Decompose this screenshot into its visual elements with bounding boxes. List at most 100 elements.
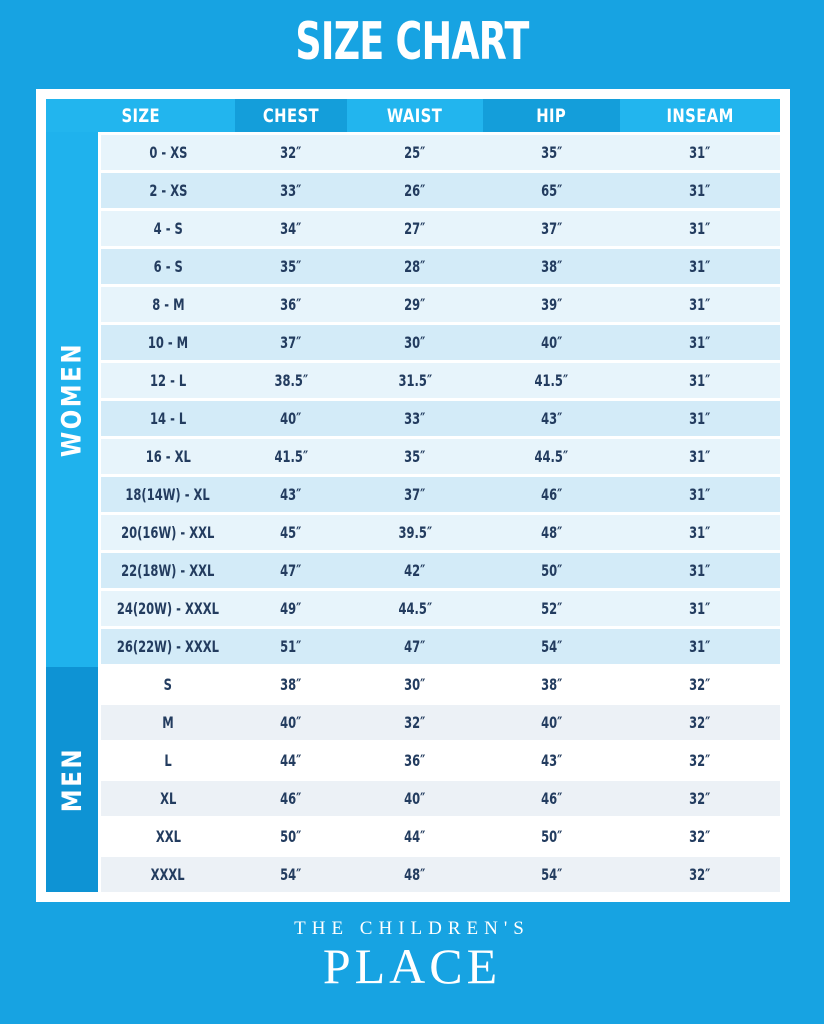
cell-hip: 50″ <box>483 561 620 580</box>
table-row: XXL 50″ 44″ 50″ 32″ <box>101 819 780 854</box>
brand-logo: THE CHILDREN'S PLACE <box>0 918 824 991</box>
table-row: 22(18W) - XXL 47″ 42″ 50″ 31″ <box>101 553 780 588</box>
cell-size: M <box>101 713 235 732</box>
chest-value: 35″ <box>280 257 302 276</box>
cell-chest: 49″ <box>235 599 347 618</box>
chest-value: 40″ <box>280 409 302 428</box>
cell-chest: 41.5″ <box>235 447 347 466</box>
chest-value: 49″ <box>280 599 302 618</box>
cell-hip: 50″ <box>483 827 620 846</box>
cell-chest: 36″ <box>235 295 347 314</box>
size-value: 0 - XS <box>148 143 188 162</box>
inseam-value: 31″ <box>689 599 711 618</box>
table-rows: 0 - XS 32″ 25″ 35″ 31″ 2 - XS 33″ 26″ <box>98 132 780 892</box>
section-band: WOMEN MEN <box>46 132 98 892</box>
cell-waist: 30″ <box>347 675 483 694</box>
hip-value: 40″ <box>540 333 563 352</box>
chest-value: 44″ <box>280 751 302 770</box>
chest-value: 38″ <box>280 675 302 694</box>
cell-size: 26(22W) - XXXL <box>101 637 235 656</box>
cell-chest: 35″ <box>235 257 347 276</box>
cell-size: S <box>101 675 235 694</box>
size-value: 26(22W) - XXXL <box>116 637 220 656</box>
header-label-hip: HIP <box>536 104 567 127</box>
cell-inseam: 31″ <box>620 371 780 390</box>
cell-hip: 37″ <box>483 219 620 238</box>
cell-waist: 37″ <box>347 485 483 504</box>
hip-value: 38″ <box>540 257 563 276</box>
chest-value: 47″ <box>280 561 302 580</box>
cell-waist: 26″ <box>347 181 483 200</box>
size-value: 24(20W) - XXXL <box>116 599 220 618</box>
chest-value: 51″ <box>280 637 302 656</box>
cell-chest: 45″ <box>235 523 347 542</box>
cell-hip: 46″ <box>483 789 620 808</box>
hip-value: 54″ <box>540 865 563 884</box>
chest-value: 43″ <box>280 485 302 504</box>
table-row: L 44″ 36″ 43″ 32″ <box>101 743 780 778</box>
cell-chest: 50″ <box>235 827 347 846</box>
size-value: 2 - XS <box>148 181 188 200</box>
waist-value: 44.5″ <box>398 599 432 618</box>
cell-chest: 34″ <box>235 219 347 238</box>
cell-hip: 38″ <box>483 675 620 694</box>
waist-value: 25″ <box>404 143 426 162</box>
size-value: 14 - L <box>149 409 187 428</box>
chest-value: 36″ <box>280 295 302 314</box>
cell-inseam: 31″ <box>620 295 780 314</box>
cell-hip: 39″ <box>483 295 620 314</box>
waist-value: 36″ <box>404 751 426 770</box>
cell-inseam: 32″ <box>620 827 780 846</box>
cell-hip: 43″ <box>483 751 620 770</box>
cell-inseam: 31″ <box>620 599 780 618</box>
cell-waist: 32″ <box>347 713 483 732</box>
cell-waist: 35″ <box>347 447 483 466</box>
cell-hip: 52″ <box>483 599 620 618</box>
table-row: 6 - S 35″ 28″ 38″ 31″ <box>101 249 780 284</box>
size-value: 4 - S <box>153 219 183 238</box>
chest-value: 32″ <box>280 143 302 162</box>
cell-inseam: 31″ <box>620 561 780 580</box>
inseam-value: 31″ <box>689 447 711 466</box>
waist-value: 30″ <box>404 333 426 352</box>
waist-value: 44″ <box>404 827 426 846</box>
cell-waist: 29″ <box>347 295 483 314</box>
table-row: 8 - M 36″ 29″ 39″ 31″ <box>101 287 780 322</box>
header-label-chest: CHEST <box>262 104 320 127</box>
inseam-value: 31″ <box>689 181 711 200</box>
inseam-value: 32″ <box>689 827 711 846</box>
size-value: 10 - M <box>147 333 189 352</box>
inseam-value: 32″ <box>689 713 711 732</box>
cell-waist: 44″ <box>347 827 483 846</box>
cell-size: 22(18W) - XXL <box>101 561 235 580</box>
cell-chest: 54″ <box>235 865 347 884</box>
cell-waist: 28″ <box>347 257 483 276</box>
hip-value: 39″ <box>540 295 563 314</box>
inseam-value: 31″ <box>689 637 711 656</box>
cell-inseam: 31″ <box>620 333 780 352</box>
cell-chest: 38.5″ <box>235 371 347 390</box>
waist-value: 32″ <box>404 713 426 732</box>
header-label-waist: WAIST <box>387 104 443 127</box>
size-value: 12 - L <box>149 371 187 390</box>
cell-chest: 32″ <box>235 143 347 162</box>
size-value: 18(14W) - XL <box>125 485 211 504</box>
table-body: WOMEN MEN 0 - XS 32″ 25″ 35″ <box>46 132 780 892</box>
cell-size: 14 - L <box>101 409 235 428</box>
waist-value: 35″ <box>404 447 426 466</box>
inseam-value: 31″ <box>689 143 711 162</box>
cell-hip: 43″ <box>483 409 620 428</box>
waist-value: 29″ <box>404 295 426 314</box>
chest-value: 50″ <box>280 827 302 846</box>
table-row: XXXL 54″ 48″ 54″ 32″ <box>101 857 780 892</box>
cell-waist: 40″ <box>347 789 483 808</box>
cell-inseam: 31″ <box>620 181 780 200</box>
table-row: 20(16W) - XXL 45″ 39.5″ 48″ 31″ <box>101 515 780 550</box>
inseam-value: 31″ <box>689 409 711 428</box>
hip-value: 54″ <box>540 637 563 656</box>
cell-waist: 39.5″ <box>347 523 483 542</box>
inseam-value: 31″ <box>689 219 711 238</box>
cell-hip: 48″ <box>483 523 620 542</box>
hip-value: 52″ <box>540 599 563 618</box>
